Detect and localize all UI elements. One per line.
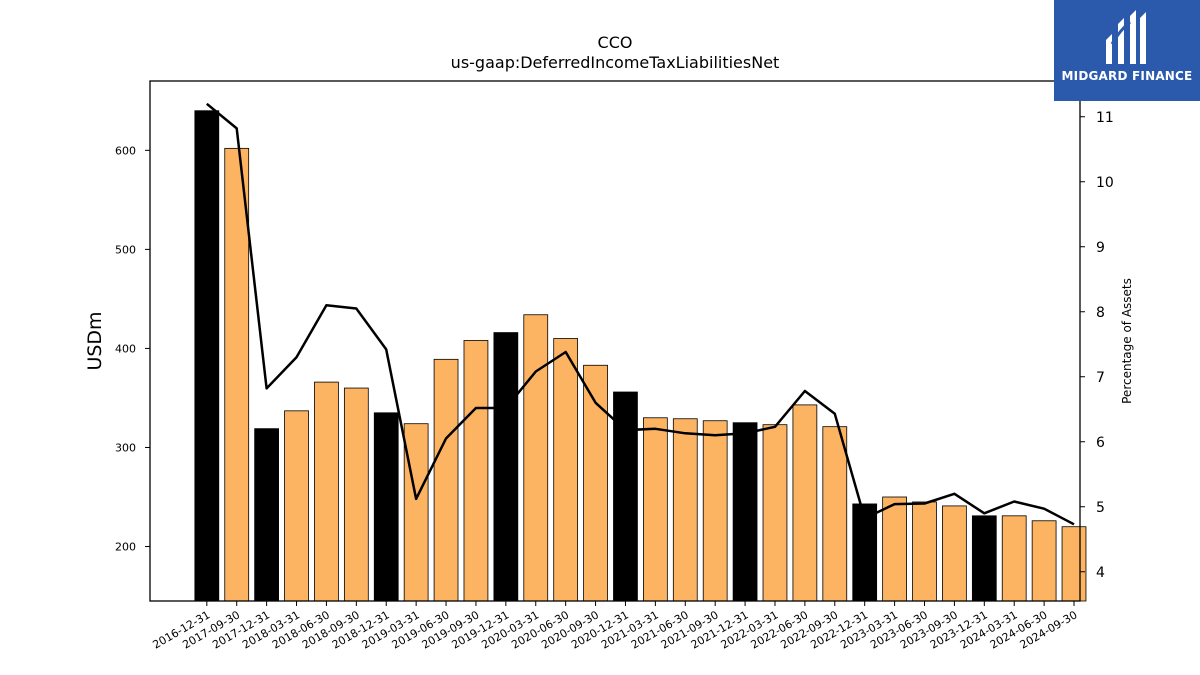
bar xyxy=(732,422,758,602)
bar-series xyxy=(194,110,1087,602)
y-tick-label: 500 xyxy=(115,243,136,256)
bar xyxy=(672,418,698,602)
percentage-line xyxy=(206,102,1075,526)
bar xyxy=(1001,515,1027,602)
y2-axis-label: Percentage of Assets xyxy=(1120,278,1134,404)
y-tick-label: 600 xyxy=(115,144,136,157)
bar xyxy=(702,420,728,602)
bar xyxy=(1031,520,1057,602)
y2-tick-label: 5 xyxy=(1096,500,1105,516)
y2-tick-label: 6 xyxy=(1096,435,1105,451)
y2-tick-label: 9 xyxy=(1096,240,1105,256)
bar xyxy=(403,423,429,602)
logo-text: MIDGARD FINANCE xyxy=(1061,69,1193,83)
bar xyxy=(224,147,250,602)
y-axis-left: 200 300 400 500 600 xyxy=(115,144,150,554)
bar xyxy=(882,496,907,602)
bar xyxy=(553,338,579,602)
y2-tick-label: 10 xyxy=(1096,175,1114,191)
bar xyxy=(792,404,818,602)
y-axis-right: 4 5 6 7 8 9 10 11 xyxy=(1080,110,1114,581)
bar xyxy=(493,332,519,602)
y2-tick-label: 7 xyxy=(1096,370,1105,386)
bar xyxy=(373,412,399,602)
y-tick-label: 400 xyxy=(115,342,136,355)
x-axis: 2016-12-312017-09-302017-12-312018-03-31… xyxy=(150,601,1080,652)
bar xyxy=(822,426,848,602)
bar xyxy=(762,424,788,602)
bar xyxy=(523,314,549,602)
bar xyxy=(194,110,220,602)
y-axis-label: USDm xyxy=(84,311,106,370)
chart-subtitle: us-gaap:DeferredIncomeTaxLiabilitiesNet xyxy=(451,53,780,72)
bar xyxy=(314,381,339,602)
bar xyxy=(912,501,937,602)
bar xyxy=(463,340,489,602)
bar xyxy=(1061,526,1087,602)
y-tick-label: 200 xyxy=(115,541,136,554)
bar xyxy=(254,428,279,602)
midgard-finance-logo: MIDGARD FINANCE xyxy=(1054,0,1200,101)
chart-title: CCO xyxy=(598,33,633,52)
y2-tick-label: 8 xyxy=(1096,305,1105,321)
y-tick-label: 300 xyxy=(115,441,136,454)
y2-tick-label: 11 xyxy=(1096,110,1114,126)
logo-mark-icon xyxy=(1106,10,1146,64)
bar xyxy=(643,417,668,602)
bar xyxy=(343,387,369,602)
plot-frame xyxy=(149,80,1081,602)
bar xyxy=(284,410,309,602)
bar xyxy=(971,515,997,602)
line-series xyxy=(206,102,1075,526)
bar xyxy=(433,358,459,602)
bar xyxy=(942,505,967,602)
y2-tick-label: 4 xyxy=(1096,565,1105,581)
